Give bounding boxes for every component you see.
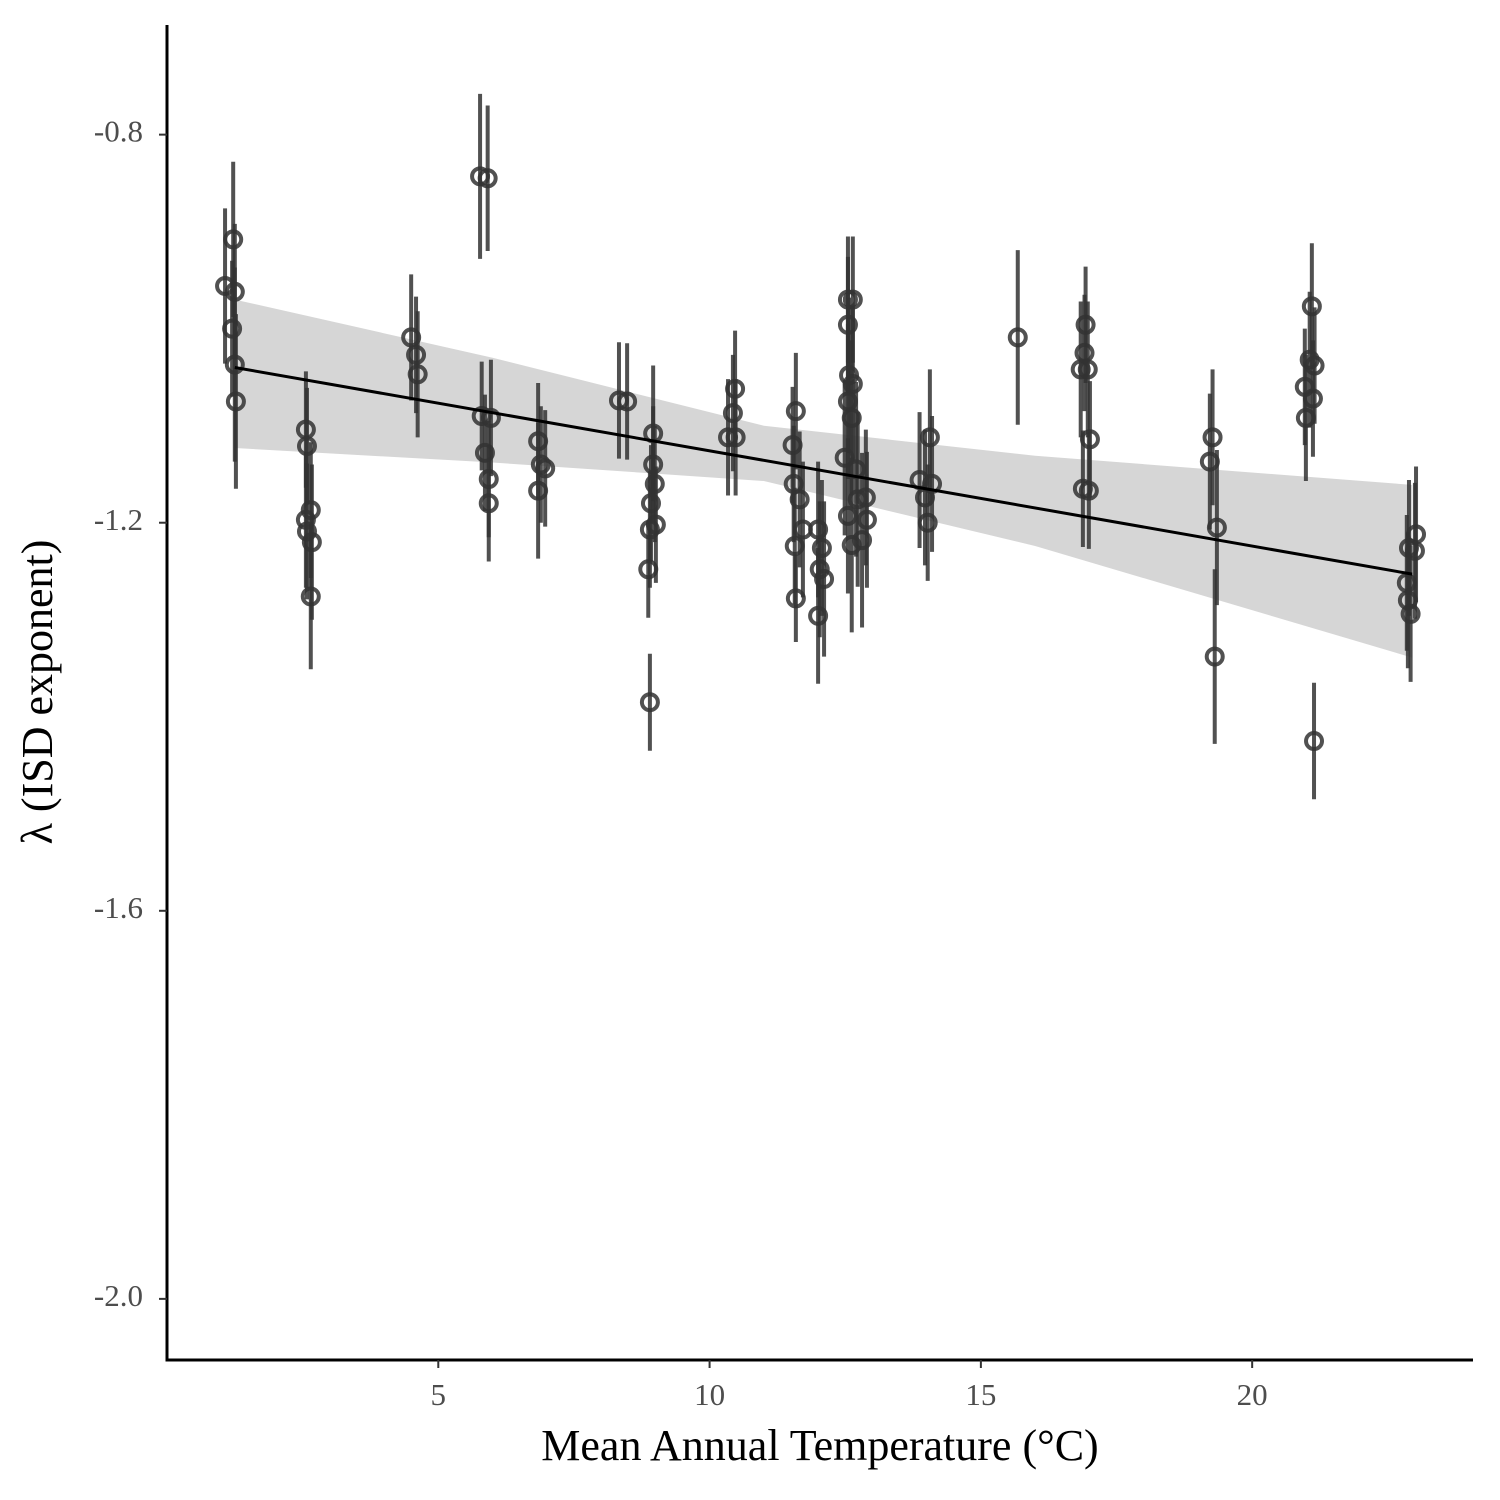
point <box>1077 359 1098 380</box>
point <box>784 535 805 556</box>
point <box>1202 427 1223 448</box>
point <box>841 407 862 428</box>
point <box>225 391 246 412</box>
point <box>1206 517 1227 538</box>
y-tick-label: -1.2 <box>94 502 143 537</box>
x-tick-label: 5 <box>431 1377 447 1412</box>
point <box>1404 540 1425 561</box>
point <box>1204 646 1225 667</box>
x-axis-title: Mean Annual Temperature (°C) <box>541 1421 1098 1470</box>
point <box>1304 355 1325 376</box>
point <box>808 605 829 626</box>
point <box>478 469 499 490</box>
point <box>809 559 830 580</box>
point <box>725 378 746 399</box>
confidence-band <box>234 299 1413 658</box>
point <box>1304 731 1325 752</box>
point <box>814 568 835 589</box>
point <box>917 512 938 533</box>
point <box>530 454 551 475</box>
point <box>841 535 862 556</box>
point <box>811 537 832 558</box>
point <box>834 447 855 468</box>
point <box>640 493 661 514</box>
point <box>1199 451 1220 472</box>
point <box>638 559 659 580</box>
point <box>300 500 321 521</box>
point <box>224 281 245 302</box>
point <box>480 407 501 428</box>
point <box>608 390 629 411</box>
x-tick-label: 10 <box>694 1377 725 1412</box>
point <box>528 480 549 501</box>
point <box>471 405 492 426</box>
point <box>1075 314 1096 335</box>
x-tick-label: 20 <box>1237 1377 1268 1412</box>
point <box>856 509 877 530</box>
point <box>852 530 873 551</box>
point <box>1301 296 1322 317</box>
point <box>474 442 495 463</box>
y-tick-label: -0.8 <box>94 114 143 149</box>
point <box>782 435 803 456</box>
point <box>789 489 810 510</box>
point <box>406 344 427 365</box>
point <box>644 473 665 494</box>
point <box>1070 359 1091 380</box>
point <box>639 692 660 713</box>
point <box>1078 480 1099 501</box>
x-tick-label: 15 <box>965 1377 996 1412</box>
point <box>725 427 746 448</box>
point <box>837 505 858 526</box>
point <box>222 318 243 339</box>
point <box>722 403 743 424</box>
point <box>1302 388 1323 409</box>
point <box>855 487 876 508</box>
point <box>301 532 322 553</box>
point <box>407 364 428 385</box>
point <box>922 473 943 494</box>
point <box>718 427 739 448</box>
y-axis-title: λ (ISD exponent) <box>13 540 62 845</box>
regression-line <box>234 366 1413 576</box>
point <box>785 401 806 422</box>
point <box>477 168 498 189</box>
point <box>842 373 863 394</box>
point <box>478 493 499 514</box>
point <box>617 391 638 412</box>
point <box>296 436 317 457</box>
point <box>837 314 858 335</box>
point <box>1079 429 1100 450</box>
point <box>223 229 244 250</box>
point <box>401 327 422 348</box>
point <box>785 588 806 609</box>
point <box>295 509 316 530</box>
point <box>1400 603 1421 624</box>
point <box>639 519 660 540</box>
point <box>1007 327 1028 348</box>
point <box>808 519 829 540</box>
point <box>296 521 317 542</box>
y-tick-label: -2.0 <box>94 1278 143 1313</box>
point <box>528 431 549 452</box>
point <box>224 354 245 375</box>
point <box>842 289 863 310</box>
point <box>919 427 940 448</box>
y-tick-label: -1.6 <box>94 890 143 925</box>
point <box>1295 407 1316 428</box>
point <box>535 458 556 479</box>
point <box>300 586 321 607</box>
point <box>643 454 664 475</box>
point <box>847 489 868 510</box>
